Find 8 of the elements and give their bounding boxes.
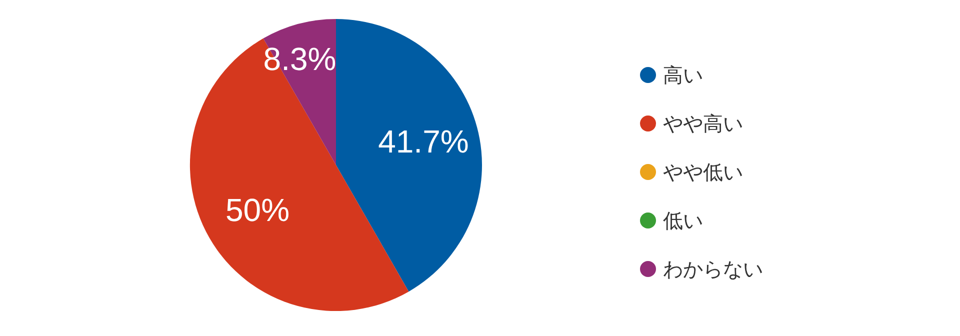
legend-label: わからない: [663, 257, 763, 281]
legend-label: やや低い: [663, 160, 743, 184]
data-label: 50%: [225, 192, 290, 228]
legend-label: やや高い: [663, 112, 743, 136]
data-label: 41.7%: [378, 124, 469, 160]
data-label: 8.3%: [263, 41, 336, 78]
legend-label: 低い: [663, 208, 703, 232]
legend-label: 高い: [663, 63, 703, 87]
